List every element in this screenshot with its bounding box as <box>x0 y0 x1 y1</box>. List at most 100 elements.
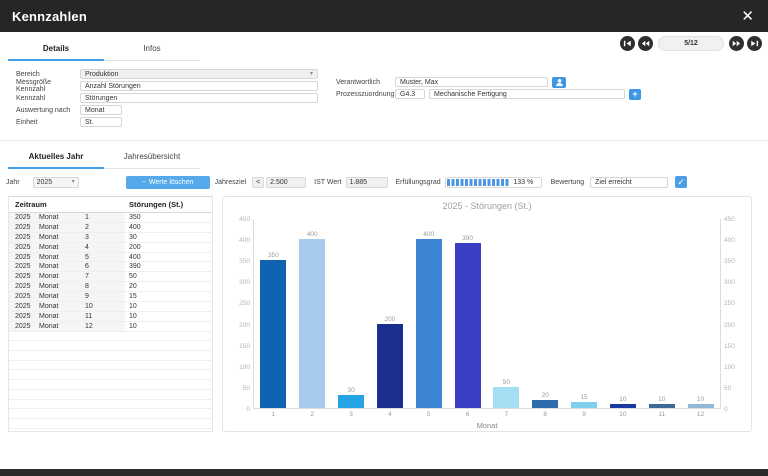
table-row[interactable]: 2025Monat330 <box>9 233 212 243</box>
value-cell[interactable]: 15 <box>125 292 212 301</box>
bar-value-label: 10 <box>658 396 665 403</box>
table-row-empty[interactable] <box>9 390 212 400</box>
prozess-code-input[interactable]: G4.3 <box>395 89 425 99</box>
table-row[interactable]: 2025Monat1210 <box>9 322 212 332</box>
table-row[interactable]: 2025Monat2400 <box>9 223 212 233</box>
next-record-button[interactable] <box>729 36 744 51</box>
jahresziel-value[interactable]: 2.500 <box>266 177 306 188</box>
value-cell[interactable]: 10 <box>125 302 212 311</box>
table-row-empty[interactable] <box>9 409 212 419</box>
y-tick-label: 300 <box>239 279 250 286</box>
table-row[interactable]: 2025Monat6390 <box>9 262 212 272</box>
bar-month-12 <box>688 404 714 408</box>
table-row[interactable]: 2025Monat5400 <box>9 253 212 263</box>
value-cell[interactable]: 400 <box>125 253 212 262</box>
table-row-empty[interactable] <box>9 380 212 390</box>
y-tick-label: 450 <box>724 216 735 223</box>
value-cell[interactable]: 390 <box>125 262 212 271</box>
zeitraum-cell: Monat <box>39 312 69 321</box>
y-tick-label: 150 <box>239 343 250 350</box>
table-row-empty[interactable] <box>9 400 212 410</box>
table-row-empty[interactable] <box>9 341 212 351</box>
value-cell[interactable]: 10 <box>125 312 212 321</box>
bewertung-input[interactable]: Ziel erreicht <box>590 177 668 188</box>
last-record-button[interactable] <box>747 36 762 51</box>
check-icon: ✓ <box>677 177 685 188</box>
close-icon[interactable]: ✕ <box>741 9 754 24</box>
werte-loeschen-label: Werte löschen <box>149 179 194 186</box>
value-cell[interactable]: 400 <box>125 223 212 232</box>
table-header: Zeitraum Störungen (St.) <box>9 197 212 213</box>
jahresziel-operator[interactable]: < <box>252 177 264 188</box>
erfuellungsgrad-label: Erfüllungsgrad <box>396 179 441 186</box>
einheit-input[interactable]: St. <box>80 117 122 127</box>
table-row[interactable]: 2025Monat1350 <box>9 213 212 223</box>
bar-month-11 <box>649 404 675 408</box>
kennzahl-input[interactable]: Störungen <box>80 93 318 103</box>
add-prozess-button[interactable]: + <box>629 89 641 100</box>
table-row-empty[interactable] <box>9 419 212 429</box>
werte-loeschen-button[interactable]: − Werte löschen <box>126 176 210 189</box>
table-row-empty[interactable] <box>9 351 212 361</box>
verantwortlich-input[interactable]: Muster, Max <box>395 77 548 87</box>
ist-wert-value[interactable]: 1.885 <box>346 177 388 188</box>
jahr-select[interactable]: 2025 ▾ <box>33 177 79 188</box>
previous-record-button[interactable] <box>638 36 653 51</box>
zeitraum-cell: 2025 <box>9 282 39 291</box>
zeitraum-cell: Monat <box>39 322 69 331</box>
bar-slot: 10 <box>603 396 642 408</box>
prozess-code-value: G4.3 <box>400 91 415 98</box>
ziel-erreicht-checkbox[interactable]: ✓ <box>675 176 687 188</box>
table-row[interactable]: 2025Monat1010 <box>9 302 212 312</box>
chevron-down-icon: ▾ <box>310 71 313 77</box>
zeitraum-cell: 2025 <box>9 292 39 301</box>
table-row[interactable]: 2025Monat4200 <box>9 243 212 253</box>
x-tick-label: 9 <box>565 411 604 418</box>
x-tick-label: 2 <box>293 411 332 418</box>
bar-slot: 10 <box>681 396 720 408</box>
tab-details[interactable]: Details <box>8 40 104 61</box>
bewertung-value: Ziel erreicht <box>595 179 632 186</box>
value-cell[interactable]: 30 <box>125 233 212 242</box>
table-row[interactable]: 2025Monat1110 <box>9 312 212 322</box>
monthly-values-table: Zeitraum Störungen (St.) 2025Monat135020… <box>8 196 213 432</box>
jahr-label: Jahr <box>6 179 20 186</box>
tab-jahresuebersicht[interactable]: Jahresübersicht <box>104 148 200 169</box>
table-row-empty[interactable] <box>9 370 212 380</box>
value-cell[interactable]: 10 <box>125 322 212 331</box>
value-cell[interactable]: 350 <box>125 213 212 222</box>
select-person-button[interactable] <box>552 77 566 88</box>
messgroesse-input[interactable]: Anzahl Störungen <box>80 81 318 91</box>
bar-slot: 350 <box>254 252 293 408</box>
table-row[interactable]: 2025Monat820 <box>9 282 212 292</box>
bereich-select[interactable]: Produktion ▾ <box>80 69 318 79</box>
table-row[interactable]: 2025Monat750 <box>9 272 212 282</box>
prozess-name-input[interactable]: Mechanische Fertigung <box>429 89 625 99</box>
fast-forward-icon <box>732 39 741 48</box>
zeitraum-cell: Monat <box>39 292 69 301</box>
progress-fill <box>447 179 510 186</box>
table-row-empty[interactable] <box>9 332 212 342</box>
bar-slot: 200 <box>370 316 409 408</box>
table-row-empty[interactable] <box>9 361 212 371</box>
y-tick-label: 200 <box>724 322 735 329</box>
bar-value-label: 400 <box>423 231 434 238</box>
y-tick-label: 150 <box>724 343 735 350</box>
x-tick-label: 8 <box>526 411 565 418</box>
tab-aktuelles-jahr[interactable]: Aktuelles Jahr <box>8 148 104 169</box>
zeitraum-cell: 11 <box>69 312 125 321</box>
zeitraum-cell: 2025 <box>9 223 39 232</box>
value-cell[interactable]: 50 <box>125 272 212 281</box>
zeitraum-cell: 2025 <box>9 243 39 252</box>
bar-month-2 <box>299 239 325 408</box>
zeitraum-cell: 2025 <box>9 262 39 271</box>
zeitraum-cell: 6 <box>69 262 125 271</box>
value-cell[interactable]: 20 <box>125 282 212 291</box>
value-cell[interactable]: 200 <box>125 243 212 252</box>
tab-infos[interactable]: Infos <box>104 40 200 61</box>
table-row[interactable]: 2025Monat915 <box>9 292 212 302</box>
y-tick-label: 300 <box>724 279 735 286</box>
auswertung-input[interactable]: Monat <box>80 105 122 115</box>
first-record-button[interactable] <box>620 36 635 51</box>
y-tick-label: 100 <box>239 364 250 371</box>
